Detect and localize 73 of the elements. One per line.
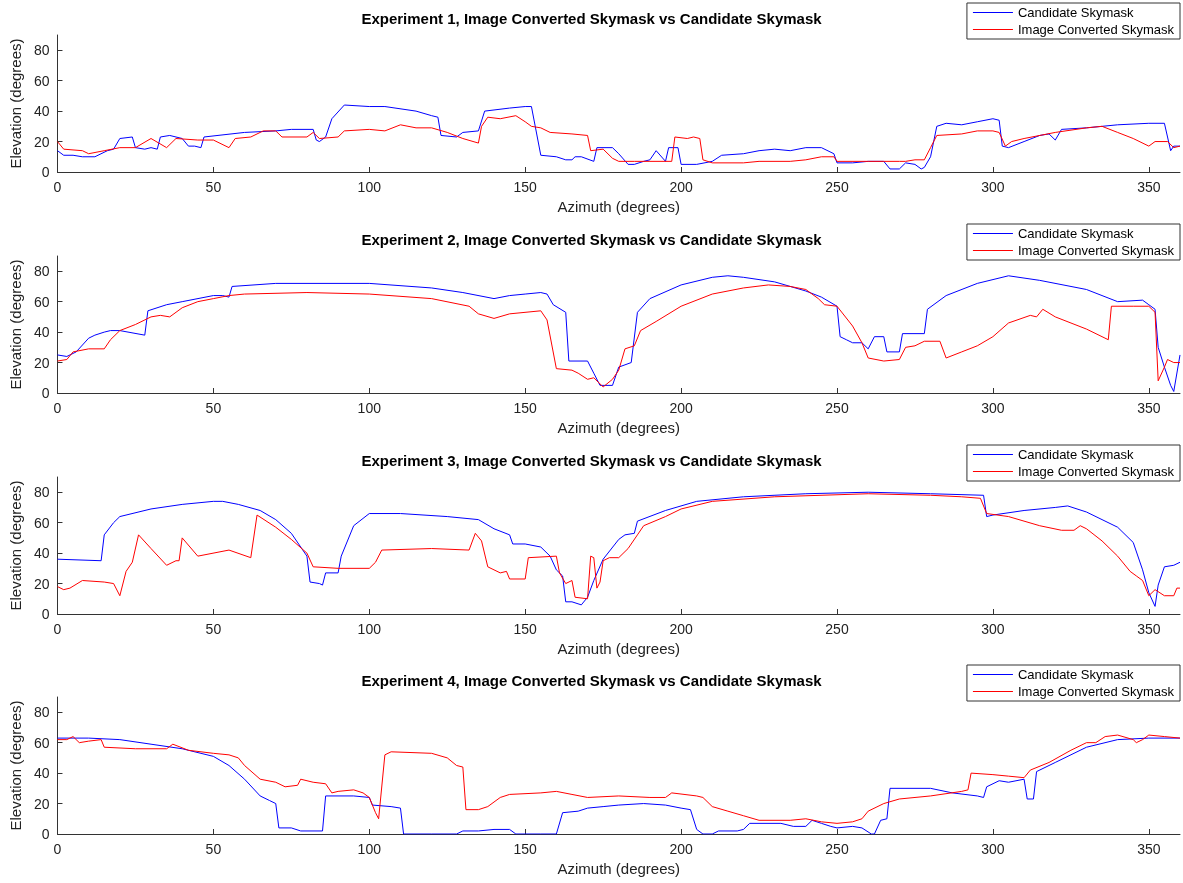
y-tick-label: 0 bbox=[41, 605, 50, 622]
x-tick-label: 100 bbox=[357, 179, 382, 195]
chart-title: Experiment 2, Image Converted Skymask vs Candidate Skymask bbox=[361, 230, 823, 248]
x-tick-label: 250 bbox=[825, 179, 849, 195]
x-tick-label: 300 bbox=[981, 841, 1005, 858]
x-tick-label: 200 bbox=[669, 179, 693, 195]
legend-label: Image Converted Skymask bbox=[1017, 463, 1175, 479]
y-tick-label: 80 bbox=[33, 262, 50, 279]
y-tick-label: 20 bbox=[33, 795, 50, 812]
legend-label: Candidate Skymask bbox=[1017, 5, 1135, 20]
x-tick-label: 0 bbox=[53, 620, 62, 637]
x-tick-label: 150 bbox=[513, 620, 538, 637]
x-tick-label: 350 bbox=[1137, 399, 1161, 416]
y-axis-title: Elevation (degrees) bbox=[7, 259, 24, 390]
y-tick-label: 0 bbox=[41, 384, 50, 401]
chart-title: Experiment 3, Image Converted Skymask vs Candidate Skymask bbox=[361, 451, 823, 469]
x-tick-label: 300 bbox=[981, 399, 1005, 416]
x-tick-label: 0 bbox=[53, 399, 62, 416]
y-tick-label: 40 bbox=[33, 765, 50, 782]
x-tick-label: 300 bbox=[981, 620, 1005, 637]
y-tick-label: 0 bbox=[41, 164, 50, 180]
y-tick-label: 60 bbox=[33, 734, 50, 751]
x-tick-label: 100 bbox=[357, 620, 382, 637]
y-tick-label: 40 bbox=[33, 544, 50, 561]
legend-label: Candidate Skymask bbox=[1017, 446, 1135, 462]
y-axis-title: Elevation (degrees) bbox=[7, 38, 24, 169]
x-tick-label: 350 bbox=[1137, 620, 1161, 637]
y-axis-title: Elevation (degrees) bbox=[7, 479, 24, 611]
x-tick-label: 50 bbox=[205, 620, 222, 637]
legend-label: Image Converted Skymask bbox=[1017, 242, 1175, 258]
x-tick-label: 200 bbox=[669, 620, 693, 637]
y-tick-label: 80 bbox=[33, 483, 50, 500]
y-axis-title: Elevation (degrees) bbox=[7, 700, 24, 831]
y-tick-label: 20 bbox=[33, 354, 50, 371]
x-tick-label: 50 bbox=[205, 179, 222, 195]
x-tick-label: 150 bbox=[513, 841, 538, 858]
y-tick-label: 60 bbox=[33, 72, 50, 89]
legend-label: Candidate Skymask bbox=[1017, 225, 1135, 241]
y-tick-label: 60 bbox=[33, 514, 50, 531]
x-tick-label: 250 bbox=[825, 841, 849, 858]
line-series bbox=[56, 115, 1181, 164]
x-tick-label: 250 bbox=[825, 399, 849, 416]
y-tick-label: 40 bbox=[33, 103, 50, 120]
x-tick-label: 350 bbox=[1137, 841, 1161, 858]
y-tick-label: 40 bbox=[33, 323, 50, 340]
x-tick-label: 150 bbox=[513, 399, 538, 416]
y-tick-label: 80 bbox=[33, 42, 50, 59]
x-tick-label: 200 bbox=[669, 399, 693, 416]
legend-label: Image Converted Skymask bbox=[1017, 684, 1175, 700]
x-tick-label: 0 bbox=[53, 179, 62, 195]
x-tick-label: 350 bbox=[1137, 179, 1161, 195]
x-tick-label: 200 bbox=[669, 841, 693, 858]
x-tick-label: 100 bbox=[357, 399, 382, 416]
x-tick-label: 50 bbox=[205, 841, 222, 858]
chart-title: Experiment 1, Image Converted Skymask vs Candidate Skymask bbox=[361, 10, 823, 27]
y-tick-label: 20 bbox=[33, 133, 50, 150]
x-axis-title: Azimuth (degrees) bbox=[557, 418, 681, 436]
x-axis-title: Azimuth (degrees) bbox=[557, 639, 681, 657]
y-tick-label: 0 bbox=[41, 826, 50, 843]
x-tick-label: 300 bbox=[981, 179, 1005, 195]
y-tick-label: 60 bbox=[33, 293, 50, 310]
legend-label: Image Converted Skymask bbox=[1017, 22, 1175, 37]
y-tick-label: 20 bbox=[33, 575, 50, 592]
x-tick-label: 250 bbox=[825, 620, 849, 637]
y-tick-label: 80 bbox=[33, 704, 50, 721]
x-axis-title: Azimuth (degrees) bbox=[557, 860, 681, 878]
legend-label: Candidate Skymask bbox=[1017, 667, 1135, 683]
x-tick-label: 50 bbox=[205, 399, 222, 416]
x-tick-label: 0 bbox=[53, 841, 62, 858]
x-tick-label: 150 bbox=[513, 179, 538, 195]
chart-title: Experiment 4, Image Converted Skymask vs Candidate Skymask bbox=[361, 672, 823, 690]
x-tick-label: 100 bbox=[357, 841, 382, 858]
x-axis-title: Azimuth (degrees) bbox=[557, 197, 681, 215]
